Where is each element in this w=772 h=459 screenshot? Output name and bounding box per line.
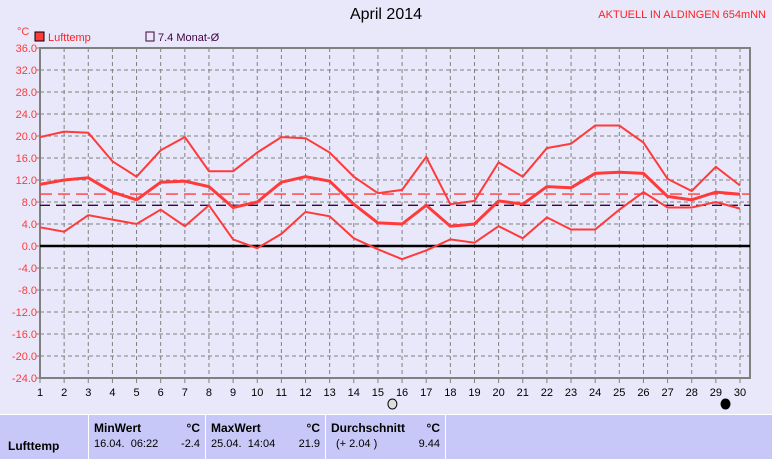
y-tick-label: 32.0 [16,65,37,77]
x-tick-label: 15 [372,387,384,399]
y-axis-unit: °C [17,26,29,38]
avg-cell: Durchschnitt °C (+ 2.04 ) 9.44 [326,415,446,459]
x-tick-label: 3 [85,387,91,399]
x-tick-label: 4 [109,387,115,399]
min-value: -2.4 [181,438,200,450]
x-tick-label: 13 [324,387,336,399]
y-tick-label: 20.0 [16,131,37,143]
row-label-cell: Lufttemp [0,415,89,459]
y-tick-label: -24.0 [12,373,37,385]
unit: °C [427,421,440,435]
y-tick-label: -12.0 [12,307,37,319]
new-moon-icon [721,399,730,409]
y-tick-label: 36.0 [16,43,37,55]
x-tick-label: 25 [613,387,625,399]
x-tick-label: 22 [541,387,553,399]
legend-label-lufttemp: Lufttemp [48,32,91,44]
x-tick-label: 2 [61,387,67,399]
x-tick-label: 27 [661,387,673,399]
max-header: MaxWert [211,421,261,435]
x-tick-label: 16 [396,387,408,399]
avg-diff: (+ 2.04 ) [336,438,377,450]
x-tick-label: 19 [468,387,480,399]
avg-header: Durchschnitt [331,421,405,435]
y-tick-label: -8.0 [18,285,37,297]
y-tick-label: 4.0 [22,219,37,231]
x-tick-label: 28 [686,387,698,399]
x-tick-label: 30 [734,387,746,399]
min-time: 16.04. 06:22 [94,438,158,450]
y-tick-label: -16.0 [12,329,37,341]
y-tick-label: 16.0 [16,153,37,165]
x-tick-label: 26 [637,387,649,399]
y-tick-label: 12.0 [16,175,37,187]
full-moon-icon [388,399,397,409]
avg-value: 9.44 [419,438,440,450]
x-tick-label: 7 [182,387,188,399]
stats-table: Lufttemp MinWert °C 16.04. 06:22 -2.4 Ma… [0,414,772,459]
y-tick-label: -20.0 [12,351,37,363]
y-tick-label: -4.0 [18,263,37,275]
x-tick-label: 1 [37,387,43,399]
x-tick-label: 18 [444,387,456,399]
x-tick-label: 9 [230,387,236,399]
x-tick-label: 6 [158,387,164,399]
unit: °C [307,421,320,435]
y-tick-label: 8.0 [22,197,37,209]
x-tick-label: 8 [206,387,212,399]
x-tick-label: 14 [348,387,360,399]
min-header: MinWert [94,421,141,435]
x-tick-label: 11 [276,387,287,399]
x-tick-label: 23 [565,387,577,399]
min-cell: MinWert °C 16.04. 06:22 -2.4 [89,415,206,459]
row-label: Lufttemp [8,439,59,453]
x-tick-label: 20 [492,387,504,399]
legend-swatch-lufttemp [35,32,44,41]
legend-label-monat: 7.4 Monat-Ø [158,32,220,44]
legend-swatch-monat [146,32,154,41]
x-tick-label: 21 [517,387,529,399]
y-tick-label: 0.0 [22,241,37,253]
y-tick-label: 24.0 [16,109,37,121]
x-tick-label: 17 [420,387,432,399]
x-tick-label: 12 [299,387,311,399]
max-time: 25.04. 14:04 [211,438,275,450]
max-value: 21.9 [299,438,320,450]
temperature-chart: 36.0 32.0 28.0 24.0 20.0 16.0 12.0 8.0 4.0 0.0 -4.… [0,0,772,414]
unit: °C [187,421,200,435]
x-tick-label: 24 [589,387,601,399]
x-tick-label: 5 [133,387,139,399]
y-tick-label: 28.0 [16,87,37,99]
x-tick-label: 10 [251,387,263,399]
max-cell: MaxWert °C 25.04. 14:04 21.9 [206,415,326,459]
x-tick-label: 29 [710,387,722,399]
